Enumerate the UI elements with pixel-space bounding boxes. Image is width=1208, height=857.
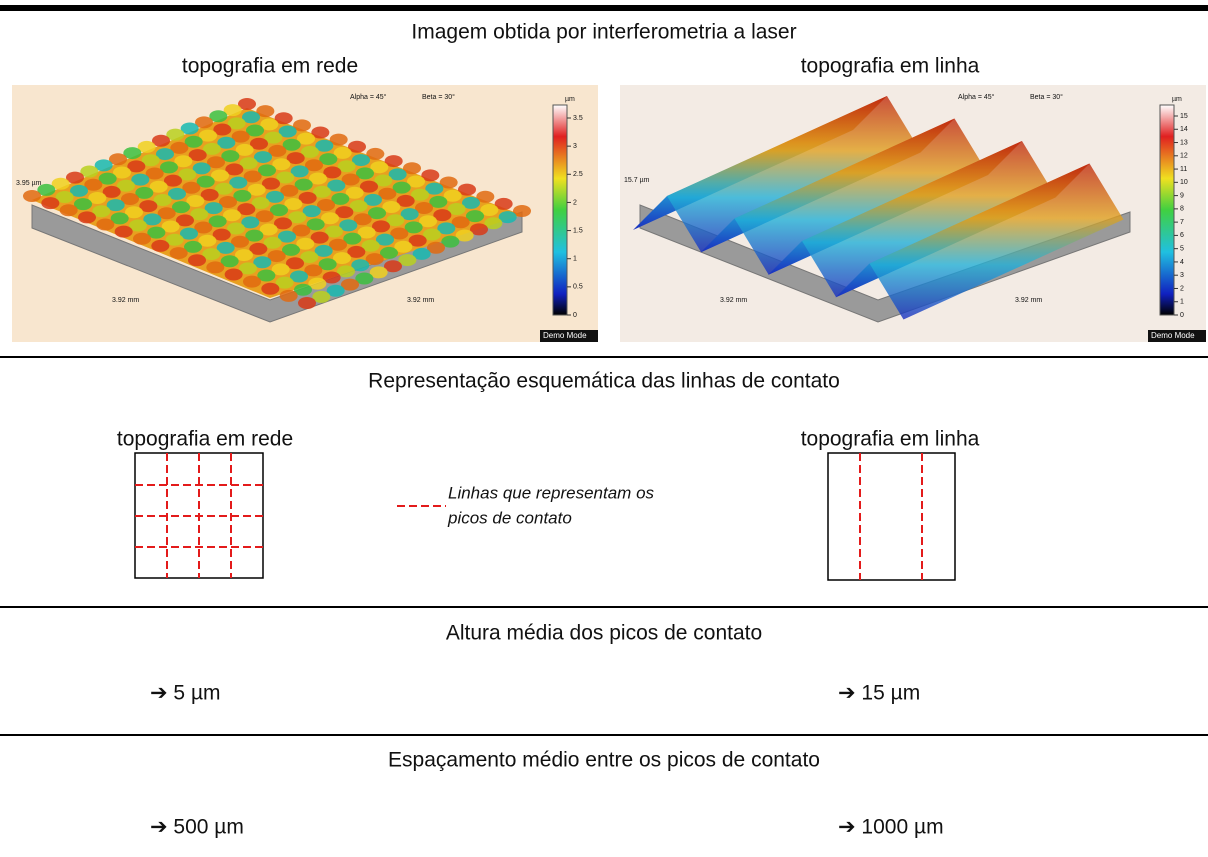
- colorbar-label: 3.5: [573, 115, 583, 122]
- colorbar-label: 0.5: [573, 284, 583, 291]
- value-text: ➔ 5 µm: [150, 682, 221, 705]
- colorbar-label: 0: [573, 312, 577, 319]
- colorbar: [1160, 105, 1174, 315]
- colorbar-label: 0: [1180, 312, 1184, 319]
- x-size: 3.92 mm: [112, 297, 139, 304]
- bump: [170, 247, 188, 259]
- x-size: 3.92 mm: [720, 297, 747, 304]
- angle-alpha: Alpha = 45°: [958, 93, 995, 101]
- colorbar-label: 8: [1180, 206, 1184, 213]
- colorbar-label: 4: [1180, 259, 1184, 266]
- schematic-label: topografia em rede: [117, 428, 293, 451]
- panel-label: topografia em rede: [182, 55, 358, 78]
- section-title: Imagem obtida por interferometria a lase…: [411, 21, 796, 44]
- colorbar-label: 2: [1180, 285, 1184, 292]
- colorbar-label: 9: [1180, 192, 1184, 199]
- angle-beta: Beta = 30°: [422, 93, 455, 101]
- unit: µm: [1172, 96, 1182, 103]
- bump: [261, 283, 279, 295]
- colorbar-label: 3: [1180, 272, 1184, 279]
- angle-alpha: Alpha = 45°: [350, 93, 387, 101]
- watermark: Demo Mode: [543, 331, 587, 340]
- colorbar-label: 7: [1180, 219, 1184, 226]
- colorbar-label: 14: [1180, 126, 1188, 133]
- bump: [115, 226, 133, 238]
- colorbar-label: 5: [1180, 246, 1184, 253]
- rule: [0, 606, 1208, 608]
- schematic-label: topografia em linha: [801, 428, 980, 451]
- y-size: 3.92 mm: [407, 297, 434, 304]
- angle-beta: Beta = 30°: [1030, 93, 1063, 101]
- bump: [298, 297, 316, 309]
- legend-text: picos de contato: [447, 508, 572, 527]
- bump: [188, 254, 206, 266]
- figure: Imagem obtida por interferometria a lase…: [0, 0, 1208, 857]
- panel-label: topografia em linha: [801, 55, 980, 78]
- bump: [133, 233, 151, 245]
- y-size: 3.92 mm: [1015, 297, 1042, 304]
- height-label: 3.95 µm: [16, 180, 42, 187]
- image-linha: 1514131211109876543210µmAlpha = 45°Beta …: [620, 85, 1206, 342]
- bump: [23, 190, 41, 202]
- colorbar-label: 1.5: [573, 227, 583, 234]
- watermark: Demo Mode: [1151, 331, 1195, 340]
- colorbar-label: 6: [1180, 232, 1184, 239]
- colorbar-label: 12: [1180, 153, 1188, 160]
- colorbar-label: 15: [1180, 113, 1188, 120]
- image-rede: 3.5 3 2.5 2 1.5 1 0.5 0 µm Alpha = 45° Beta = 30° 3…: [12, 85, 598, 342]
- colorbar-label: 10: [1180, 179, 1188, 186]
- line-marks: [860, 453, 922, 580]
- bump: [225, 268, 243, 280]
- bump: [96, 219, 114, 231]
- bump: [78, 211, 96, 223]
- colorbar-label: 11: [1180, 166, 1187, 173]
- bump: [206, 261, 224, 273]
- colorbar-label: 1: [573, 256, 577, 263]
- colorbar-label: 2.5: [573, 171, 583, 178]
- bump: [41, 197, 59, 209]
- colorbar-label: 2: [573, 199, 577, 206]
- value-text: ➔ 500 µm: [150, 816, 244, 839]
- height-label: 15.7 µm: [624, 177, 650, 184]
- grid-lines: [135, 453, 263, 578]
- value-text: ➔ 15 µm: [838, 682, 920, 705]
- legend-text: Linhas que representam os: [448, 483, 655, 502]
- page: Imagem obtida por interferometria a lase…: [0, 0, 1208, 857]
- section-title: Altura média dos picos de contato: [446, 622, 762, 645]
- section-title: Representação esquemática das linhas de …: [368, 370, 840, 393]
- colorbar-label: 1: [1180, 299, 1184, 306]
- colorbar-label: 3: [573, 143, 577, 150]
- schematic-square: [828, 453, 955, 580]
- bump: [280, 290, 298, 302]
- rule: [0, 734, 1208, 736]
- bump: [60, 204, 78, 216]
- colorbar-label: 13: [1180, 139, 1188, 146]
- rule: [0, 356, 1208, 358]
- value-text: ➔ 1000 µm: [838, 816, 944, 839]
- section-title: Espaçamento médio entre os picos de cont…: [388, 749, 820, 772]
- top-rule: [0, 5, 1208, 11]
- bump: [151, 240, 169, 252]
- bump: [243, 276, 261, 288]
- colorbar: [553, 105, 567, 315]
- unit: µm: [565, 96, 575, 103]
